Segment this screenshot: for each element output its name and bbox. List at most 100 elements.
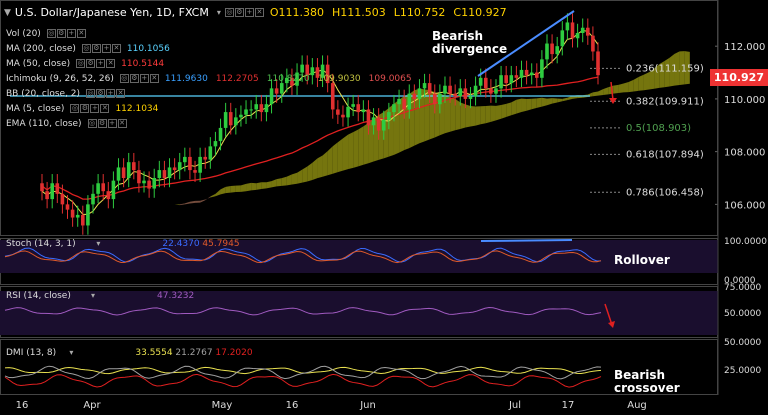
- ichimoku-cloud-segment: [307, 162, 313, 182]
- ohlc-h: H111.503: [332, 6, 386, 19]
- legend-name: BB (20, close, 2): [6, 88, 81, 99]
- legend-value: 112.1034: [115, 103, 159, 114]
- fib-label: 0.5(108.903): [626, 123, 691, 134]
- candle-body: [198, 156, 202, 173]
- candle-body: [356, 104, 361, 113]
- candle-body: [239, 114, 243, 118]
- ichimoku-cloud-segment: [332, 142, 338, 174]
- legend-buttons[interactable]: ◎ ⚙ + ✕: [87, 119, 127, 128]
- legend-buttons[interactable]: ◎ ⚙ + ✕: [70, 104, 110, 113]
- candle-body: [381, 120, 386, 131]
- ichimoku-cloud-segment: [327, 146, 333, 176]
- candle-body: [407, 93, 412, 110]
- candle-body: [417, 88, 422, 99]
- legend-buttons[interactable]: ◎ ⚙ + ✕: [76, 59, 116, 68]
- candle-body: [545, 43, 549, 60]
- ichimoku-cloud-segment: [450, 97, 456, 132]
- stoch-d-line: [4, 250, 602, 264]
- candle-body: [137, 170, 141, 184]
- ichimoku-cloud-segment: [679, 51, 685, 86]
- ichimoku-cloud-segment: [669, 53, 675, 87]
- ichimoku-cloud-segment: [281, 176, 287, 186]
- ichimoku-cloud-segment: [215, 189, 221, 197]
- candle-body: [427, 83, 432, 94]
- legend-row[interactable]: Vol (20) ◎ ⚙ + ✕: [0, 26, 420, 41]
- candle-body: [152, 178, 157, 189]
- ichimoku-cloud-segment: [246, 182, 252, 192]
- fib-label: 0.236(111.159): [626, 63, 704, 74]
- ichimoku-cloud-segment: [149, 191, 155, 195]
- ichimoku-cloud-segment: [664, 57, 670, 88]
- ichimoku-cloud-segment: [348, 132, 354, 170]
- ohlc-values: O111.380 H111.503 L110.752 C110.927: [270, 6, 515, 19]
- candle-body: [147, 180, 151, 189]
- candle-body: [473, 85, 478, 97]
- ichimoku-cloud-segment: [546, 98, 553, 106]
- ichimoku-cloud-segment: [419, 88, 425, 144]
- chart-title-row: ▼ U.S. Dollar/Japanese Yen, 1D, FXCM ▾ ◎…: [4, 6, 515, 19]
- candle-body: [514, 75, 519, 78]
- candle-body: [540, 59, 544, 78]
- ichimoku-cloud-segment: [291, 172, 298, 185]
- ichimoku-cloud-segment: [567, 95, 573, 101]
- ichimoku-cloud-segment: [169, 201, 175, 205]
- dropdown-arrow-icon: ▾: [69, 348, 73, 357]
- ichimoku-cloud-segment: [414, 88, 420, 146]
- chart-title: U.S. Dollar/Japanese Yen, 1D, FXCM: [14, 6, 209, 19]
- ichimoku-cloud-segment: [495, 104, 502, 121]
- candle-body: [208, 146, 213, 160]
- candle-body: [366, 109, 371, 126]
- candle-body: [555, 46, 559, 55]
- legend-value: 110.1056: [126, 43, 170, 54]
- candle-body: [509, 75, 514, 84]
- oscillator-name: Stoch (14, 3, 1): [6, 239, 76, 249]
- ichimoku-cloud-segment: [536, 97, 542, 108]
- legend-row[interactable]: Ichimoku (9, 26, 52, 26) ◎ ⚙ + ✕ 111.9630 112.…: [0, 71, 420, 86]
- candle-body: [315, 67, 320, 78]
- legend-row[interactable]: EMA (110, close) ◎ ⚙ + ✕: [0, 116, 420, 131]
- candle-body: [193, 170, 197, 173]
- ichimoku-cloud-segment: [618, 83, 624, 93]
- legend-value: 111.9630: [164, 73, 208, 84]
- ichimoku-cloud-segment: [526, 98, 532, 111]
- legend-buttons[interactable]: ◎ ⚙ + ✕: [46, 29, 86, 38]
- legend-value: 109.0065: [368, 73, 412, 84]
- candle-body: [86, 204, 90, 226]
- ichimoku-cloud-segment: [475, 106, 481, 126]
- legend-buttons[interactable]: ◎ ⚙ + ✕: [86, 89, 126, 98]
- legend-row[interactable]: MA (200, close) ◎ ⚙ + ✕ 110.1056: [0, 41, 420, 56]
- legend-name: EMA (110, close): [6, 118, 82, 129]
- candle-body: [40, 183, 44, 192]
- candle-body: [325, 64, 330, 84]
- candle-body: [172, 167, 177, 171]
- oscillator-name: DMI (13, 8): [6, 348, 56, 358]
- candle-body: [254, 104, 259, 110]
- candle-body: [45, 191, 49, 200]
- candle-body: [188, 156, 192, 171]
- candle-body: [489, 88, 493, 94]
- x-tick-label: Jul: [508, 400, 521, 411]
- oscillator-value: 45.7945: [202, 239, 239, 249]
- candle-body: [126, 162, 131, 178]
- ichimoku-cloud-segment: [225, 186, 231, 194]
- chevron-down-icon[interactable]: ▼: [4, 7, 11, 18]
- legend-row[interactable]: MA (50, close) ◎ ⚙ + ✕ 110.5144: [0, 56, 420, 71]
- ma-50-line: [41, 76, 599, 200]
- candle-body: [295, 72, 299, 86]
- candle-body: [575, 33, 580, 39]
- ichimoku-cloud-segment: [184, 201, 190, 205]
- ichimoku-cloud-segment: [189, 200, 196, 204]
- legend-row[interactable]: MA (5, close) ◎ ⚙ + ✕ 112.1034: [0, 101, 420, 116]
- ichimoku-cloud-segment: [531, 98, 537, 110]
- legend-value: 109.9030: [317, 73, 361, 84]
- dropdown-arrow-icon[interactable]: ▾: [216, 8, 221, 17]
- legend-buttons[interactable]: ◎ ⚙ + ✕: [119, 74, 159, 83]
- ichimoku-cloud-segment: [598, 89, 604, 96]
- legend-buttons[interactable]: ◎ ⚙ + ✕: [81, 44, 121, 53]
- ichimoku-cloud-segment: [480, 106, 486, 125]
- candle-body: [116, 167, 121, 181]
- candle-body: [162, 170, 167, 178]
- legend-row[interactable]: BB (20, close, 2) ◎ ⚙ + ✕: [0, 86, 420, 101]
- title-buttons[interactable]: ◎ ⚙ + ✕: [224, 8, 264, 17]
